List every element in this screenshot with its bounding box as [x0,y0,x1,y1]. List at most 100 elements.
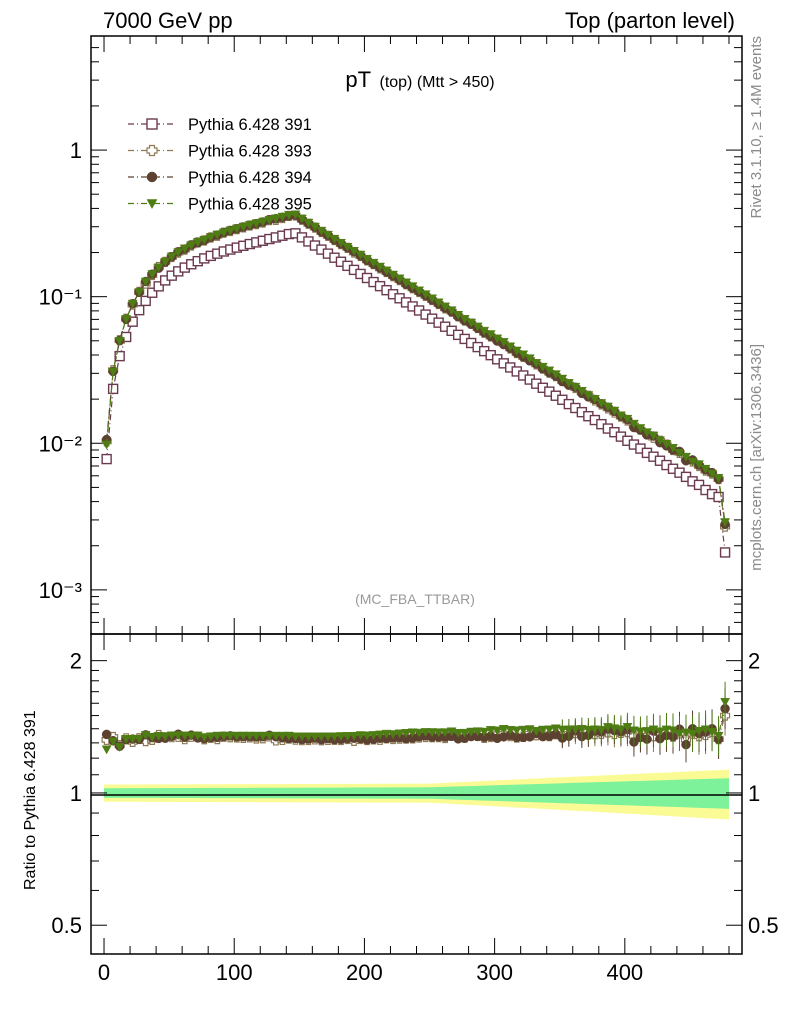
data-point [270,731,281,741]
data-point [192,238,203,248]
ratio-y-tick-label-left: 0.5 [51,913,82,938]
data-point [375,730,385,740]
data-point [277,731,288,741]
data-point [127,735,138,744]
data-point [700,725,711,735]
data-point [107,383,119,395]
data-point [127,299,138,309]
data-point [146,144,158,157]
data-point [700,464,711,474]
data-point [303,732,314,742]
series-pythia-6-428-391 [101,228,731,558]
ratio-y-tick-label-right: 2 [748,649,760,674]
data-point [283,211,294,220]
data-point [563,725,574,735]
legend-entry: Pythia 6.428 391 [128,116,312,134]
data-point [231,731,242,741]
data-point [446,306,457,316]
main-plot-y-tick-labels: 10⁻³ 10⁻² 10⁻¹ 1 [39,138,82,603]
data-point [179,244,190,254]
series-pythia-6-428-395 [101,210,730,528]
data-point [355,731,366,741]
data-point [642,727,652,736]
data-point [544,725,555,735]
data-point [225,731,236,741]
data-point [251,219,262,229]
data-point [433,728,444,738]
x-tick-label: 400 [606,960,643,985]
data-point [648,431,659,441]
x-tick-label: 300 [476,960,513,985]
data-point [121,735,132,744]
data-point [121,315,132,324]
data-point [713,491,724,503]
ratio-series-pythia-6-428-394 [101,688,730,763]
data-point [186,731,197,741]
data-point [244,221,255,230]
data-point [114,743,125,753]
data-point [108,367,119,377]
data-point [146,199,158,210]
data-point [205,233,216,242]
analysis-watermark: (MC_FBA_TTBAR) [355,591,475,607]
ratio-plot-tick-labels: 0.5 0.5 1 1 2 2 0 100 200 300 400 [51,649,778,985]
data-point [557,725,568,735]
data-point [394,729,405,739]
data-point [668,444,678,453]
data-point [427,728,438,738]
legend-label: Pythia 6.428 394 [188,169,312,187]
data-point [466,727,477,737]
data-point [368,731,379,741]
data-point [101,745,112,755]
ratio-series [101,681,731,763]
series-line [106,232,726,553]
data-point [596,725,607,735]
data-point [316,732,327,742]
main-plot-panel: (MC_FBA_TTBAR) 10⁻³ 10⁻² 10⁻¹ 1 Pythia 6.42… [39,35,743,635]
legend-entry: Pythia 6.428 395 [128,196,312,214]
data-point [687,457,698,467]
data-point [199,733,210,743]
data-point [257,731,268,741]
data-point [550,370,561,380]
data-point [720,698,730,707]
data-point [147,270,158,280]
data-point [615,725,626,735]
legend: Pythia 6.428 391 Pythia 6.428 393 Pythia 6… [128,116,312,214]
data-point [485,726,496,735]
data-point [498,725,509,734]
plot-title-main: pT [345,67,371,92]
y-tick-label: 10⁻² [39,431,82,456]
data-point [655,727,665,737]
data-point [283,731,294,741]
data-point [629,419,639,429]
data-point [101,729,112,740]
data-point [388,730,398,740]
data-point [687,729,698,739]
ratio-plot-panel: 0.5 0.5 1 1 2 2 0 100 200 300 400 Ratio to Pythia … [22,633,779,985]
data-point [114,350,125,362]
data-point [231,224,242,234]
data-point [140,277,151,287]
data-point [101,440,112,450]
data-point [349,732,359,741]
data-point [661,725,672,735]
data-point [114,336,125,346]
data-point [186,241,197,251]
ratio-series-pythia-6-428-395 [101,681,730,756]
data-point [498,338,509,347]
data-point [472,727,483,737]
data-point [713,474,724,483]
y-tick-label: 10⁻¹ [39,285,82,310]
data-point [479,727,490,737]
data-point [146,118,158,130]
data-point [329,732,340,742]
legend-entry: Pythia 6.428 393 [128,143,312,161]
data-point [531,727,542,736]
data-point [173,248,184,258]
data-point [133,304,145,316]
data-point [570,725,581,735]
data-point [140,295,151,307]
data-point [576,725,587,734]
